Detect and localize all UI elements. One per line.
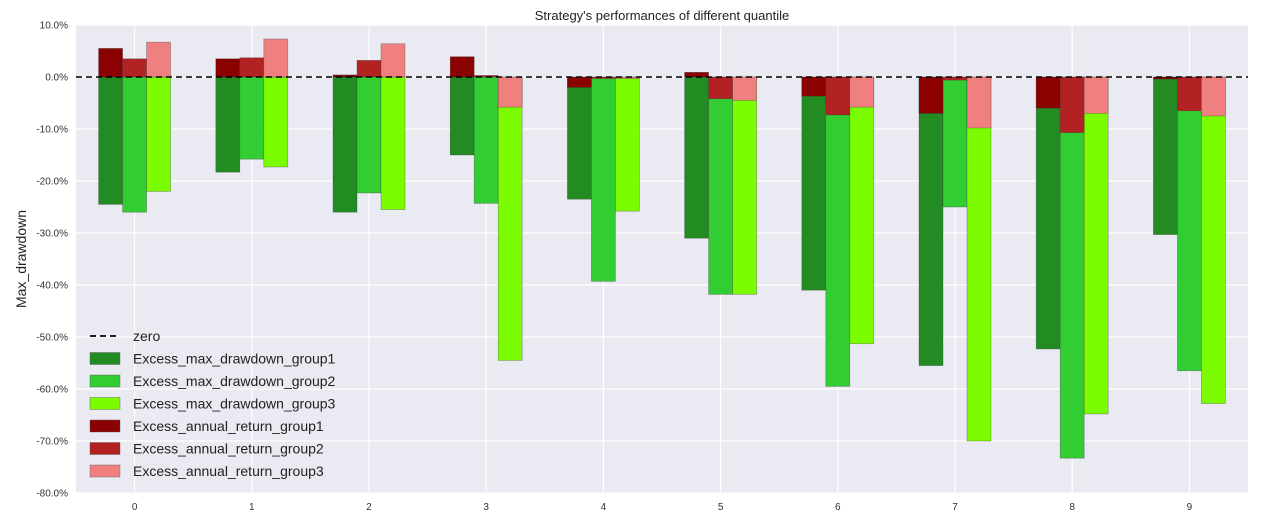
bar-Excess_annual_return_group2 xyxy=(122,58,147,78)
x-tick-label: 0 xyxy=(132,502,138,513)
bar-Excess_annual_return_group2 xyxy=(708,76,733,100)
bar-Excess_max_drawdown_group2 xyxy=(122,76,147,213)
x-tick-label: 3 xyxy=(483,502,489,513)
bar-Excess_max_drawdown_group2 xyxy=(708,76,733,295)
bar-Excess_max_drawdown_group2 xyxy=(1059,76,1085,459)
chart-title: Strategy's performances of different qua… xyxy=(535,8,789,23)
bar-Excess_annual_return_group2 xyxy=(1059,76,1085,133)
x-tick-label: 6 xyxy=(835,502,841,513)
bar-Excess_max_drawdown_group3 xyxy=(615,76,640,212)
bar-Excess_max_drawdown_group3 xyxy=(146,76,171,192)
x-tick-label: 8 xyxy=(1069,502,1075,513)
legend-swatch xyxy=(89,374,121,388)
bar-Excess_annual_return_group1 xyxy=(801,76,827,97)
legend-swatch xyxy=(89,352,121,365)
bar-Excess_max_drawdown_group1 xyxy=(684,76,709,239)
bar-Excess_max_drawdown_group2 xyxy=(473,76,499,204)
bar-Excess_max_drawdown_group1 xyxy=(98,76,123,205)
bar-Excess_annual_return_group2 xyxy=(1177,76,1202,112)
bar-Excess_annual_return_group3 xyxy=(966,76,992,129)
y-tick-label: -80.0% xyxy=(36,489,68,500)
bar-Excess_annual_return_group1 xyxy=(98,48,123,78)
bar-Excess_annual_return_group2 xyxy=(239,57,265,78)
bar-Excess_max_drawdown_group3 xyxy=(1083,76,1109,415)
y-tick-label: -40.0% xyxy=(36,281,68,292)
legend-label: Excess_annual_return_group2 xyxy=(133,441,324,457)
legend-label: Excess_max_drawdown_group3 xyxy=(133,396,336,412)
y-tick-label: 0.0% xyxy=(45,73,68,84)
bar-Excess_max_drawdown_group1 xyxy=(332,76,358,213)
x-tick-label: 4 xyxy=(601,502,607,513)
y-tick-label: -30.0% xyxy=(36,229,68,240)
bar-Excess_annual_return_group1 xyxy=(449,56,475,78)
bar-Excess_annual_return_group2 xyxy=(356,60,382,78)
bar-Excess_max_drawdown_group2 xyxy=(1177,76,1202,372)
bar-Excess_max_drawdown_group3 xyxy=(380,76,406,210)
legend-swatch xyxy=(89,397,121,410)
bar-Excess_max_drawdown_group3 xyxy=(966,76,992,442)
x-tick-label: 5 xyxy=(718,502,724,513)
bar-Excess_annual_return_group1 xyxy=(215,58,241,78)
y-axis-label: Max_drawdown xyxy=(13,210,29,308)
legend: zero Excess_max_drawdown_group1 Excess_max… xyxy=(89,328,336,479)
bar-Excess_annual_return_group2 xyxy=(825,76,851,116)
y-tick-label: -60.0% xyxy=(36,385,68,396)
bar-Excess_max_drawdown_group1 xyxy=(801,76,827,291)
bar-Excess_max_drawdown_group1 xyxy=(918,76,944,366)
bar-Excess_max_drawdown_group3 xyxy=(732,76,757,295)
bar-Excess_annual_return_group3 xyxy=(1083,76,1109,114)
bar-Excess_annual_return_group3 xyxy=(1201,76,1226,117)
bar-Excess_max_drawdown_group1 xyxy=(1035,76,1061,350)
legend-swatch xyxy=(89,464,121,478)
bar-Excess_max_drawdown_group1 xyxy=(449,76,475,156)
bar-Excess_max_drawdown_group3 xyxy=(263,76,289,168)
x-tick-label: 9 xyxy=(1187,502,1193,513)
x-tick-label: 7 xyxy=(952,502,958,513)
bar-Excess_annual_return_group1 xyxy=(567,76,592,88)
bar-Excess_max_drawdown_group1 xyxy=(215,76,241,173)
legend-label: Excess_max_drawdown_group2 xyxy=(133,373,336,389)
legend-swatch xyxy=(89,419,121,433)
bar-Excess_annual_return_group3 xyxy=(497,76,523,108)
legend-label: Excess_max_drawdown_group1 xyxy=(133,351,336,367)
x-axis-ticks: 0 1 2 3 4 5 6 7 8 9 xyxy=(132,502,1193,513)
legend-label: zero xyxy=(133,328,160,344)
bar-Excess_annual_return_group1 xyxy=(918,76,944,114)
y-axis-ticks: 10.0% 0.0% -10.0% -20.0% -30.0% -40.0% -50.0% -… xyxy=(36,21,68,500)
bar-Excess_max_drawdown_group2 xyxy=(942,76,968,208)
y-tick-label: -20.0% xyxy=(36,177,68,188)
y-tick-label: -10.0% xyxy=(36,125,68,136)
x-tick-label: 1 xyxy=(249,502,255,513)
bar-Excess_max_drawdown_group3 xyxy=(497,76,523,361)
y-tick-label: -50.0% xyxy=(36,333,68,344)
bars xyxy=(98,38,1226,459)
bar-Excess_annual_return_group3 xyxy=(732,76,757,101)
bar-Excess_max_drawdown_group3 xyxy=(1201,76,1226,404)
bar-Excess_annual_return_group1 xyxy=(1035,76,1061,109)
y-tick-label: -70.0% xyxy=(36,437,68,448)
bar-Excess_max_drawdown_group1 xyxy=(1153,76,1178,235)
legend-swatch xyxy=(89,442,121,455)
bar-Excess_max_drawdown_group3 xyxy=(849,76,875,345)
bar-Excess_max_drawdown_group2 xyxy=(825,76,851,387)
y-tick-label: 10.0% xyxy=(40,21,68,32)
bar-Excess_max_drawdown_group2 xyxy=(356,76,382,194)
x-tick-label: 2 xyxy=(366,502,372,513)
bar-Excess_max_drawdown_group2 xyxy=(591,76,616,282)
bar-Excess_annual_return_group3 xyxy=(263,38,289,78)
bar-Excess_max_drawdown_group2 xyxy=(239,76,265,160)
bar-Excess_annual_return_group3 xyxy=(146,41,171,78)
bar-Excess_max_drawdown_group1 xyxy=(567,76,592,200)
legend-label: Excess_annual_return_group1 xyxy=(133,418,324,434)
bar-Excess_annual_return_group3 xyxy=(380,43,406,78)
legend-label: Excess_annual_return_group3 xyxy=(133,463,324,479)
bar-Excess_annual_return_group3 xyxy=(849,76,875,108)
